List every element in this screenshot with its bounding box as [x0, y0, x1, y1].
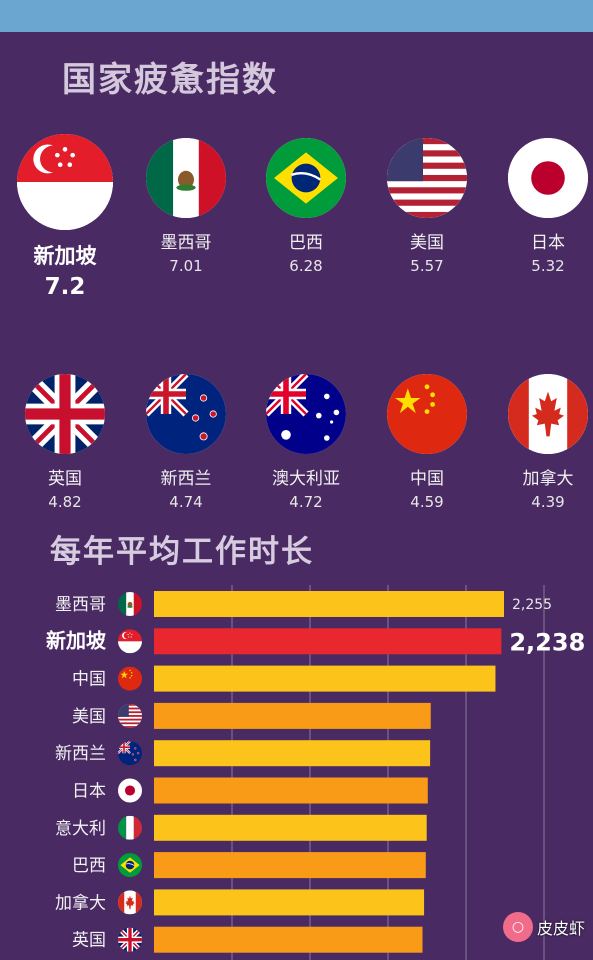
chart-title: 每年平均工作时长: [50, 534, 314, 570]
mexico-flag-icon: [146, 138, 226, 218]
category-label: 意大利: [55, 819, 106, 839]
category-label: 美国: [72, 707, 106, 727]
brazil-flag-icon: [118, 853, 142, 878]
newzealand-flag-icon: [146, 374, 226, 454]
shrimp-logo-icon: ○: [502, 912, 533, 942]
bar: [154, 852, 426, 879]
fatigue-index-value: 4.74: [169, 493, 203, 511]
bar: [154, 814, 427, 841]
fatigue-index-value: 4.72: [289, 493, 323, 511]
country-card: 加拿大 4.39: [493, 374, 593, 511]
china-flag-icon: [118, 666, 142, 691]
bar: [154, 702, 431, 729]
japan-flag-icon: [118, 778, 142, 803]
country-name: 英国: [48, 469, 82, 489]
category-label: 新加坡: [46, 628, 107, 652]
newzealand-flag-icon: [118, 741, 142, 766]
value-label: 2,255: [512, 597, 552, 613]
bar: [154, 926, 423, 953]
value-label: 2,238: [509, 628, 585, 656]
fatigue-index-value: 7.01: [169, 257, 203, 275]
category-label: 新西兰: [55, 744, 106, 764]
category-label: 墨西哥: [55, 595, 106, 615]
country-name: 新加坡: [33, 244, 97, 268]
fatigue-index-value: 7.2: [44, 274, 86, 300]
usa-flag-icon: [387, 138, 467, 218]
singapore-flag-icon: [17, 134, 113, 230]
watermark-text: 皮皮虾: [536, 919, 585, 938]
country-card: 英国 4.82: [10, 374, 120, 511]
country-name: 新西兰: [160, 469, 212, 489]
bar: [154, 889, 425, 916]
fatigue-index-value: 6.28: [289, 257, 323, 275]
bar: [154, 628, 502, 655]
country-name: 墨西哥: [160, 233, 212, 253]
singapore-flag-icon: [118, 629, 142, 654]
top-bar: [0, 0, 593, 32]
bar: [154, 665, 496, 692]
china-flag-icon: [387, 374, 467, 454]
brazil-flag-icon: [266, 138, 346, 218]
usa-flag-icon: [118, 703, 142, 728]
country-card: 新加坡 7.2: [10, 134, 120, 300]
fatigue-index-value: 5.32: [531, 257, 565, 275]
italy-flag-icon: [118, 815, 142, 840]
australia-flag-icon: [266, 374, 346, 454]
country-name: 中国: [410, 469, 444, 489]
canada-flag-icon: [118, 890, 142, 915]
country-card: 中国 4.59: [372, 374, 482, 511]
country-name: 日本: [531, 233, 565, 253]
fatigue-index-value: 5.57: [410, 257, 444, 275]
watermark: ○ 皮皮虾: [502, 912, 585, 942]
uk-flag-icon: [118, 927, 142, 952]
fatigue-title: 国家疲惫指数: [62, 60, 278, 100]
bar: [154, 740, 431, 767]
country-name: 澳大利亚: [272, 469, 340, 489]
category-label: 加拿大: [55, 892, 106, 913]
country-card: 美国 5.57: [372, 138, 482, 275]
category-label: 中国: [72, 670, 106, 690]
fatigue-index-value: 4.82: [48, 493, 82, 511]
mexico-flag-icon: [118, 592, 142, 616]
country-card: 新西兰 4.74: [131, 374, 241, 511]
country-card: 墨西哥 7.01: [131, 138, 241, 275]
fatigue-index-value: 4.59: [410, 493, 444, 511]
country-name: 美国: [410, 233, 444, 253]
canada-flag-icon: [508, 374, 588, 454]
category-label: 英国: [72, 931, 106, 951]
bar: [154, 591, 504, 617]
country-name: 巴西: [289, 233, 323, 253]
japan-flag-icon: [508, 138, 588, 218]
bar: [154, 777, 428, 804]
country-name: 加拿大: [522, 469, 574, 489]
country-card: 日本 5.32: [493, 138, 593, 275]
fatigue-index-value: 4.39: [531, 493, 565, 511]
category-label: 巴西: [72, 856, 106, 876]
country-card: 巴西 6.28: [251, 138, 361, 275]
country-card: 澳大利亚 4.72: [251, 374, 361, 511]
category-label: 日本: [72, 782, 106, 802]
uk-flag-icon: [25, 374, 105, 454]
